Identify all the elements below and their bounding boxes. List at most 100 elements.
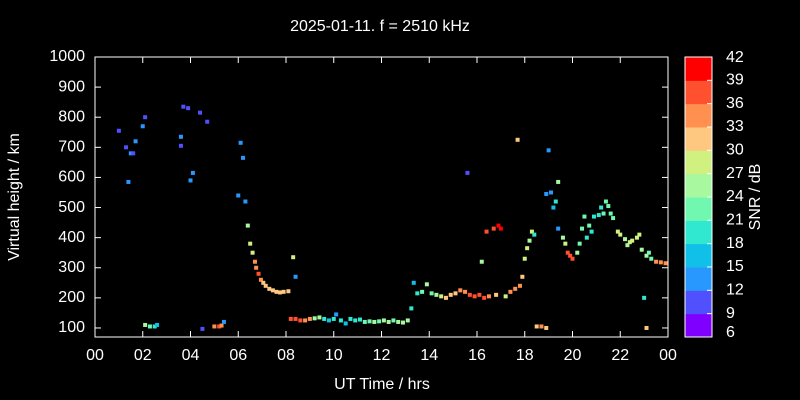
y-axis-label: Virtual height / km <box>6 133 23 261</box>
data-point <box>219 323 224 328</box>
data-point <box>544 191 549 196</box>
colorbar-label: SNR / dB <box>747 164 764 231</box>
colorbar-band <box>685 173 712 198</box>
colorbar-band <box>685 80 712 105</box>
data-point <box>250 250 255 255</box>
y-tick-label: 900 <box>58 78 85 95</box>
data-point <box>396 319 401 324</box>
data-point <box>654 259 659 264</box>
colorbar-tick-label: 33 <box>726 118 744 135</box>
data-point <box>448 292 453 297</box>
data-point <box>627 240 632 245</box>
colorbar-tick-label: 15 <box>726 258 744 275</box>
data-point <box>152 324 157 329</box>
data-point <box>644 253 649 258</box>
x-tick-label: 02 <box>134 347 152 364</box>
data-point <box>243 199 248 204</box>
data-point <box>331 316 336 321</box>
data-point <box>147 324 152 329</box>
data-point <box>551 205 556 210</box>
data-point <box>348 316 353 321</box>
data-point <box>494 292 499 297</box>
colorbar-band <box>685 57 712 81</box>
data-point <box>534 324 539 329</box>
colorbar-tick-label: 18 <box>726 235 744 252</box>
data-point <box>274 289 279 294</box>
data-point <box>293 316 298 321</box>
data-point <box>334 312 339 317</box>
data-point <box>649 256 654 261</box>
data-point <box>377 319 382 324</box>
x-tick-label: 18 <box>516 347 534 364</box>
data-point <box>615 229 620 234</box>
colorbar-tick-label: 27 <box>726 165 744 182</box>
y-tick-label: 100 <box>58 319 85 336</box>
colorbar-tick-label: 42 <box>726 49 744 66</box>
data-point <box>126 179 131 184</box>
x-tick-label: 04 <box>182 347 200 364</box>
data-point <box>589 229 594 234</box>
data-point <box>618 232 623 237</box>
data-point <box>532 232 537 237</box>
data-point <box>508 289 513 294</box>
x-tick-label: 20 <box>564 347 582 364</box>
colorbar-band <box>685 220 712 245</box>
data-point <box>515 137 520 142</box>
data-point <box>565 250 570 255</box>
data-point <box>186 106 191 111</box>
data-point <box>205 119 210 124</box>
x-axis-label: UT Time / hrs <box>334 376 430 393</box>
data-point <box>258 277 263 282</box>
data-point <box>178 143 183 148</box>
colorbar-tick-label: 12 <box>726 282 744 299</box>
colorbar-band <box>685 267 712 291</box>
y-tick-label: 800 <box>58 108 85 125</box>
data-point <box>644 325 649 330</box>
data-point <box>217 324 222 329</box>
data-point <box>415 291 420 296</box>
data-point <box>353 318 358 323</box>
colorbar-band <box>685 243 712 268</box>
colorbar-tick-label: 36 <box>726 95 744 112</box>
data-point <box>124 145 129 150</box>
data-point <box>577 241 582 246</box>
data-point <box>381 318 386 323</box>
data-point <box>630 238 635 243</box>
colorbar-tick-label: 24 <box>726 188 744 205</box>
data-point <box>580 226 585 231</box>
data-point <box>491 226 496 231</box>
data-point <box>133 139 138 144</box>
data-point <box>245 223 250 228</box>
colorbar-tick-label: 30 <box>726 142 744 159</box>
data-point <box>658 260 663 265</box>
x-tick-label: 06 <box>229 347 247 364</box>
data-point <box>525 246 530 251</box>
colorbar-band <box>685 127 712 151</box>
data-point <box>568 253 573 258</box>
data-point <box>553 199 558 204</box>
data-point <box>372 319 377 324</box>
data-point <box>236 193 241 198</box>
data-point <box>591 214 596 219</box>
data-point <box>513 286 518 291</box>
data-point <box>420 289 425 294</box>
data-point <box>634 235 639 240</box>
x-tick-label: 08 <box>277 347 295 364</box>
data-point <box>400 320 405 325</box>
data-point <box>608 211 613 216</box>
data-point <box>312 316 317 321</box>
data-point <box>570 256 575 261</box>
data-point <box>434 292 439 297</box>
data-point <box>599 205 604 210</box>
data-point <box>582 214 587 219</box>
y-tick-label: 300 <box>58 259 85 276</box>
data-point <box>646 250 651 255</box>
data-point <box>465 170 470 175</box>
data-point <box>281 289 286 294</box>
data-point <box>263 283 268 288</box>
x-tick-label: 16 <box>468 347 486 364</box>
data-point <box>256 271 261 276</box>
data-point <box>472 294 477 299</box>
colorbar-band <box>685 150 712 175</box>
data-point <box>596 213 601 218</box>
